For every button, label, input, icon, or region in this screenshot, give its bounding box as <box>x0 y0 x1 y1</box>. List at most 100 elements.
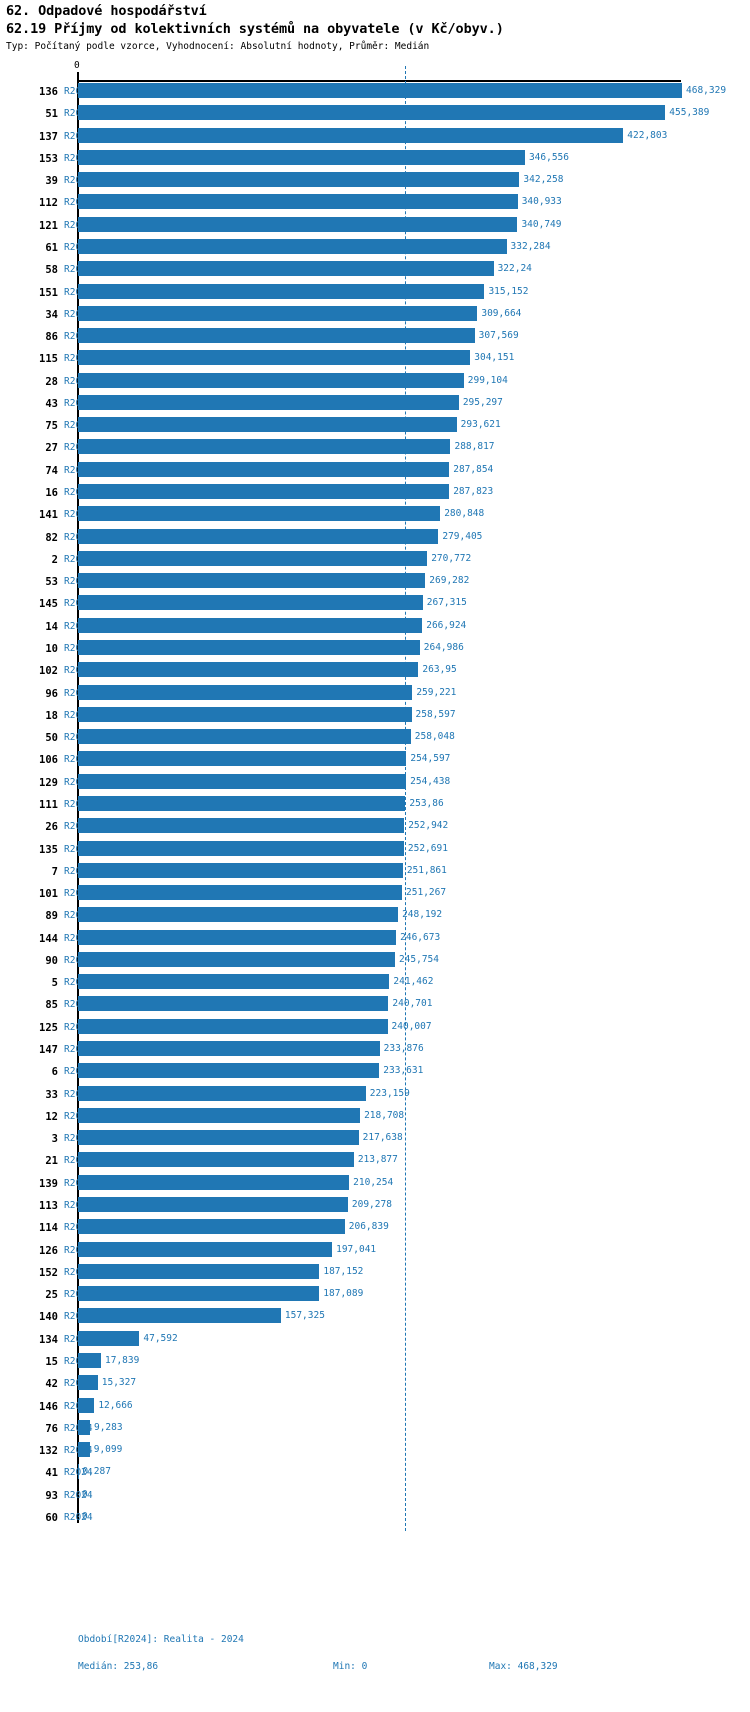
table-row[interactable]: 10R2024264,986 <box>0 639 750 661</box>
table-row[interactable]: 115R2024304,151 <box>0 349 750 371</box>
table-row[interactable]: 82R2024279,405 <box>0 528 750 550</box>
table-row[interactable]: 113R2024209,278 <box>0 1196 750 1218</box>
bar[interactable] <box>78 1330 140 1346</box>
table-row[interactable]: 25R2024187,089 <box>0 1285 750 1307</box>
table-row[interactable]: 96R2024259,221 <box>0 684 750 706</box>
bar[interactable] <box>78 662 419 678</box>
table-row[interactable]: 86R2024307,569 <box>0 327 750 349</box>
table-row[interactable]: 6R2024233,631 <box>0 1062 750 1084</box>
table-row[interactable]: 89R2024248,192 <box>0 906 750 928</box>
bar[interactable] <box>78 1063 380 1079</box>
table-row[interactable]: 137R2024422,803 <box>0 127 750 149</box>
table-row[interactable]: 27R2024288,817 <box>0 438 750 460</box>
bar[interactable] <box>78 328 475 344</box>
bar[interactable] <box>78 1241 333 1257</box>
table-row[interactable]: 134R202447,592 <box>0 1330 750 1352</box>
bar[interactable] <box>78 1375 98 1391</box>
bar[interactable] <box>78 996 389 1012</box>
bar[interactable] <box>78 1286 320 1302</box>
table-row[interactable]: 125R2024240,007 <box>0 1018 750 1040</box>
table-row[interactable]: 112R2024340,933 <box>0 193 750 215</box>
bar[interactable] <box>78 105 666 121</box>
bar[interactable] <box>78 305 478 321</box>
table-row[interactable]: 145R2024267,315 <box>0 594 750 616</box>
bar[interactable] <box>78 751 407 767</box>
bar[interactable] <box>78 1174 350 1190</box>
bar[interactable] <box>78 1197 348 1212</box>
bar[interactable] <box>78 506 441 522</box>
table-row[interactable]: 153R2024346,556 <box>0 149 750 171</box>
bar[interactable] <box>78 1130 359 1146</box>
bar[interactable] <box>78 1107 361 1123</box>
table-row[interactable]: 51R2024455,389 <box>0 104 750 126</box>
bar[interactable] <box>78 194 518 210</box>
table-row[interactable]: 85R2024240,701 <box>0 995 750 1017</box>
bar[interactable] <box>78 1018 388 1034</box>
bar[interactable] <box>78 1442 90 1458</box>
bar[interactable] <box>78 885 403 901</box>
bar[interactable] <box>78 573 426 589</box>
table-row[interactable]: 152R2024187,152 <box>0 1263 750 1285</box>
table-row[interactable]: 139R2024210,254 <box>0 1174 750 1196</box>
table-row[interactable]: 18R2024258,597 <box>0 706 750 728</box>
table-row[interactable]: 41R20240,287 <box>0 1463 750 1485</box>
table-row[interactable]: 140R2024157,325 <box>0 1307 750 1329</box>
table-row[interactable]: 121R2024340,749 <box>0 216 750 238</box>
bar[interactable] <box>78 951 395 967</box>
bar[interactable] <box>78 1397 95 1413</box>
bar[interactable] <box>78 1308 281 1324</box>
table-row[interactable]: 39R2024342,258 <box>0 171 750 193</box>
table-row[interactable]: 50R2024258,048 <box>0 728 750 750</box>
bar[interactable] <box>78 640 420 655</box>
bar[interactable] <box>78 439 451 455</box>
bar[interactable] <box>78 394 459 410</box>
bar[interactable] <box>78 283 485 299</box>
table-row[interactable]: 132R20249,099 <box>0 1441 750 1463</box>
table-row[interactable]: 53R2024269,282 <box>0 572 750 594</box>
bar[interactable] <box>78 461 450 477</box>
bar[interactable] <box>78 550 428 566</box>
table-row[interactable]: 12R2024218,708 <box>0 1107 750 1129</box>
table-row[interactable]: 75R2024293,621 <box>0 416 750 438</box>
table-row[interactable]: 42R202415,327 <box>0 1374 750 1396</box>
bar[interactable] <box>78 595 423 611</box>
table-row[interactable]: 33R2024223,159 <box>0 1085 750 1107</box>
bar[interactable] <box>78 818 405 834</box>
bar[interactable] <box>78 773 407 789</box>
table-row[interactable]: 3R2024217,638 <box>0 1129 750 1151</box>
bar[interactable] <box>78 617 423 633</box>
table-row[interactable]: 126R2024197,041 <box>0 1241 750 1263</box>
bar[interactable] <box>78 1041 380 1057</box>
table-row[interactable]: 114R2024206,839 <box>0 1218 750 1240</box>
table-row[interactable]: 43R2024295,297 <box>0 394 750 416</box>
table-row[interactable]: 14R2024266,924 <box>0 617 750 639</box>
table-row[interactable]: 21R2024213,877 <box>0 1151 750 1173</box>
bar[interactable] <box>78 907 399 923</box>
bar[interactable] <box>78 684 413 700</box>
bar[interactable] <box>78 528 439 544</box>
bar[interactable] <box>78 929 397 945</box>
bar[interactable] <box>78 729 411 745</box>
table-row[interactable]: 135R2024252,691 <box>0 840 750 862</box>
table-row[interactable]: 26R2024252,942 <box>0 817 750 839</box>
table-row[interactable]: 111R2024253,86 <box>0 795 750 817</box>
bar[interactable] <box>78 795 406 811</box>
table-row[interactable]: 141R2024280,848 <box>0 505 750 527</box>
table-row[interactable]: 61R2024332,284 <box>0 238 750 260</box>
table-row[interactable]: 2R2024270,772 <box>0 550 750 572</box>
table-row[interactable]: 16R2024287,823 <box>0 483 750 505</box>
table-row[interactable]: 151R2024315,152 <box>0 283 750 305</box>
table-row[interactable]: 136R2024468,329 <box>0 82 750 104</box>
bar[interactable] <box>78 1419 90 1435</box>
table-row[interactable]: 106R2024254,597 <box>0 750 750 772</box>
bar[interactable] <box>78 372 464 388</box>
bar[interactable] <box>78 1263 320 1279</box>
bar[interactable] <box>78 216 518 232</box>
table-row[interactable]: 144R2024246,673 <box>0 929 750 951</box>
table-row[interactable]: 93 R2024 0 <box>0 1486 750 1508</box>
table-row[interactable]: 129R2024254,438 <box>0 773 750 795</box>
bar[interactable] <box>78 1152 354 1168</box>
bar[interactable] <box>78 1085 366 1101</box>
bar[interactable] <box>78 1352 101 1368</box>
table-row[interactable]: 58R2024322,24 <box>0 260 750 282</box>
